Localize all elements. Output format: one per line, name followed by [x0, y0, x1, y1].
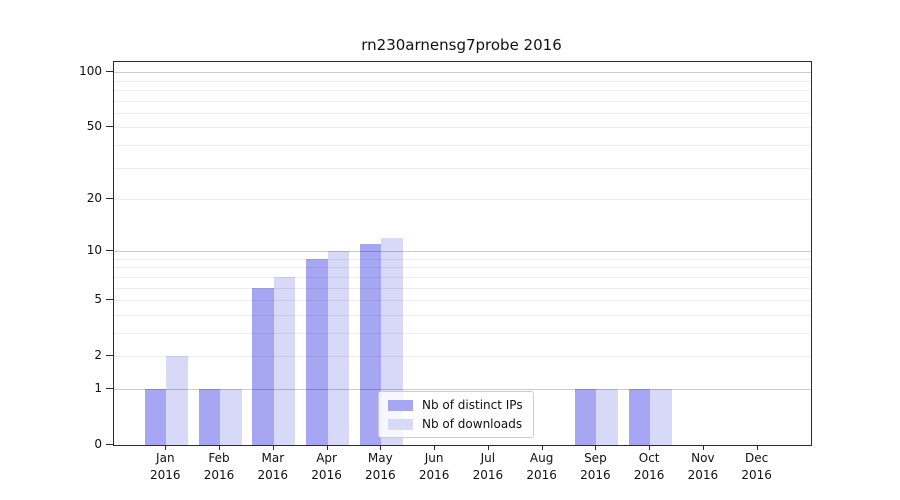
bar-distinct-ips-mar [252, 287, 274, 445]
bar-distinct-ips-oct [628, 389, 651, 445]
bar-downloads-feb [220, 389, 242, 445]
x-tick-label: May 2016 [365, 451, 396, 482]
gridline-major [114, 72, 811, 74]
x-tick-mark [487, 445, 489, 450]
gridline-minor [114, 356, 811, 358]
gridline-minor [114, 287, 811, 289]
gridline-minor [114, 276, 811, 278]
x-tick-label: Sep 2016 [580, 451, 611, 482]
bar-distinct-ips-may [359, 244, 382, 445]
x-tick-mark [702, 445, 704, 450]
y-tick-label: 1 [94, 380, 102, 395]
bar-downloads-mar [273, 276, 296, 445]
bar-downloads-jan [166, 356, 188, 445]
x-tick-mark [165, 445, 167, 450]
bar-downloads-sep [596, 389, 618, 445]
x-tick-mark [756, 445, 758, 450]
y-tick-label: 50 [86, 119, 102, 134]
y-tick-mark [106, 250, 113, 252]
x-tick-label: Jul 2016 [472, 451, 504, 482]
x-tick-label: Nov 2016 [687, 451, 719, 482]
x-tick-label: Jun 2016 [418, 451, 450, 482]
y-tick-mark [106, 444, 113, 445]
y-tick-mark [106, 387, 113, 389]
bar-downloads-oct [650, 389, 672, 445]
y-tick-label: 2 [94, 348, 102, 363]
y-tick-label: 20 [86, 191, 102, 205]
x-tick-mark [434, 445, 436, 450]
legend: Nb of distinct IPs Nb of downloads [378, 391, 534, 438]
y-tick-mark [106, 126, 113, 128]
bar-distinct-ips-apr [306, 258, 328, 445]
chart-title: rn230arnensg7probe 2016 [361, 36, 562, 54]
gridline-major [114, 251, 811, 253]
x-tick-mark [541, 445, 543, 450]
legend-swatch-downloads [388, 418, 413, 430]
x-tick-mark [219, 445, 221, 450]
bar-downloads-apr [327, 251, 350, 445]
x-tick-label: Oct 2016 [633, 451, 665, 482]
gridline-minor [114, 144, 811, 146]
legend-label: Nb of distinct IPs [422, 398, 523, 412]
y-tick-label: 10 [86, 243, 102, 258]
y-tick-mark [106, 355, 113, 357]
y-tick-mark [106, 71, 113, 73]
gridline-minor [114, 300, 811, 302]
gridline-minor [114, 80, 811, 82]
y-tick-mark [106, 198, 113, 199]
y-tick-label: 100 [79, 64, 102, 79]
gridline-minor [114, 167, 811, 169]
x-tick-mark [649, 445, 651, 450]
gridline-minor [114, 100, 811, 102]
x-tick-mark [595, 445, 597, 450]
gridline-minor [114, 314, 811, 316]
x-tick-mark [326, 445, 328, 450]
y-tick-mark [106, 299, 113, 301]
gridline-minor [114, 267, 811, 269]
x-tick-mark [272, 445, 274, 450]
gridline-minor [114, 199, 811, 200]
legend-row: Nb of distinct IPs [388, 398, 523, 412]
gridline-minor [114, 127, 811, 129]
x-tick-label: Jan 2016 [150, 451, 181, 482]
bar-distinct-ips-sep [574, 389, 597, 445]
x-tick-mark [380, 445, 382, 450]
legend-row: Nb of downloads [388, 417, 523, 431]
y-tick-label: 5 [94, 292, 102, 307]
bar-distinct-ips-jan [144, 389, 167, 445]
legend-swatch-distinct-ips [388, 399, 413, 411]
y-tick-label: 0 [94, 437, 102, 451]
legend-label: Nb of downloads [422, 417, 523, 431]
x-tick-label: Mar 2016 [257, 451, 289, 482]
gridline-minor [114, 112, 811, 114]
bar-distinct-ips-feb [198, 389, 221, 445]
x-tick-label: Apr 2016 [311, 451, 342, 482]
x-tick-label: Aug 2016 [526, 451, 557, 482]
gridline-minor [114, 332, 811, 334]
x-tick-label: Dec 2016 [741, 451, 772, 482]
plot-area [113, 61, 812, 446]
gridline-minor [114, 258, 811, 260]
x-tick-label: Feb 2016 [203, 451, 235, 482]
gridline-minor [114, 89, 811, 91]
